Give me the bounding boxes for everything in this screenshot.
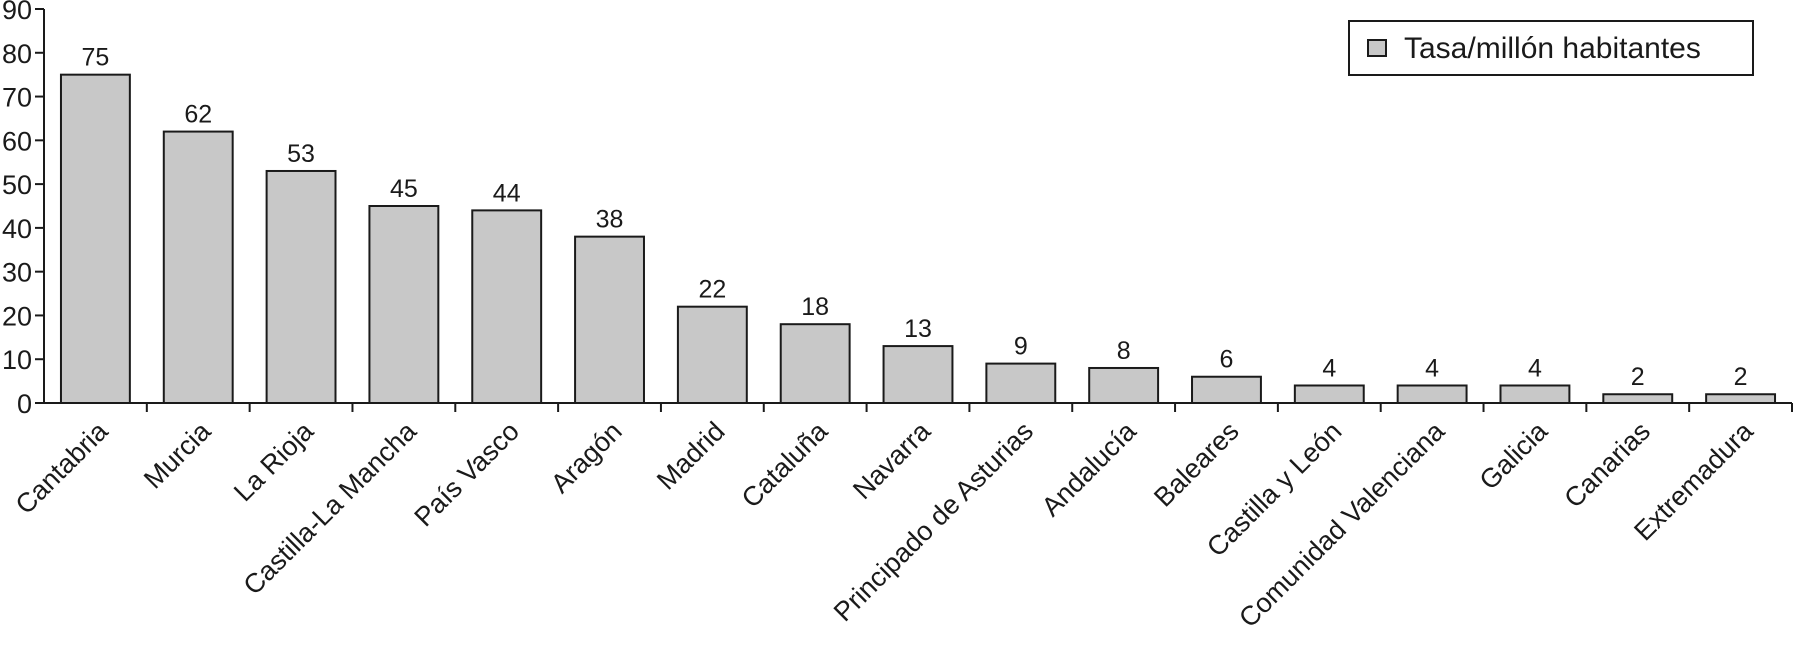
legend-label: Tasa/millón habitantes [1404,32,1701,65]
y-tick-label: 20 [2,301,32,331]
data-label: 62 [184,101,212,129]
y-tick-label: 50 [2,170,32,200]
y-tick-label: 0 [17,389,32,419]
category-label: País Vasco [409,416,525,532]
y-tick-label: 80 [2,39,32,69]
y-tick-label: 60 [2,126,32,156]
data-label: 18 [801,293,829,321]
bar [676,305,748,405]
y-axis: 0 10 20 30 40 50 60 70 80 90 [2,0,45,419]
category-label: Principado de Asturias [828,416,1039,627]
category-label: Baleares [1148,416,1245,513]
data-label: 13 [904,315,932,343]
data-label: 6 [1220,346,1234,374]
bar [1396,384,1468,405]
data-label: 4 [1528,354,1542,382]
legend: Tasa/millón habitantes [1348,20,1754,76]
data-label: 53 [287,140,315,168]
category-label: Cataluña [736,415,834,513]
bar [1293,384,1365,405]
category-label: Murcia [138,415,217,494]
bar [162,130,234,404]
data-label: 8 [1117,337,1131,365]
bar [985,362,1057,405]
category-label: Comunidad Valenciana [1233,415,1451,633]
category-label: Andalucía [1036,415,1143,522]
data-label: 22 [698,276,726,304]
data-label: 45 [390,175,418,203]
y-tick-label: 40 [2,214,32,244]
legend-swatch [1367,39,1387,57]
y-tick-label: 30 [2,258,32,288]
bar [882,345,954,405]
data-label: 4 [1322,354,1336,382]
y-tick-label: 90 [2,0,32,25]
data-label: 75 [82,44,110,72]
category-label: Aragón [545,416,628,499]
bar [1191,375,1262,405]
category-label: Navarra [847,415,937,505]
category-label: Madrid [651,416,731,496]
data-label: 2 [1631,363,1645,391]
bar [779,323,851,405]
data-label: 9 [1014,333,1028,361]
bar [59,73,131,405]
y-tick-label: 70 [2,83,32,113]
legend-box [1348,20,1754,76]
data-label: 4 [1425,354,1439,382]
category-label: Galicia [1474,415,1554,495]
y-tick-label: 10 [2,345,32,375]
data-label: 44 [493,179,521,207]
bar [368,205,440,404]
data-label: 38 [596,206,624,234]
category-label: La Rioja [228,415,320,507]
bar [1088,366,1160,405]
bar [1705,393,1777,405]
category-label: Canarias [1558,416,1656,514]
bar [1602,393,1674,405]
bar [574,235,645,404]
category-label: Cantabria [10,415,115,520]
data-label: 2 [1734,363,1748,391]
bar [1499,384,1571,405]
category-label: Castilla-La Mancha [237,415,422,600]
bar [471,209,543,404]
bar [265,169,337,404]
